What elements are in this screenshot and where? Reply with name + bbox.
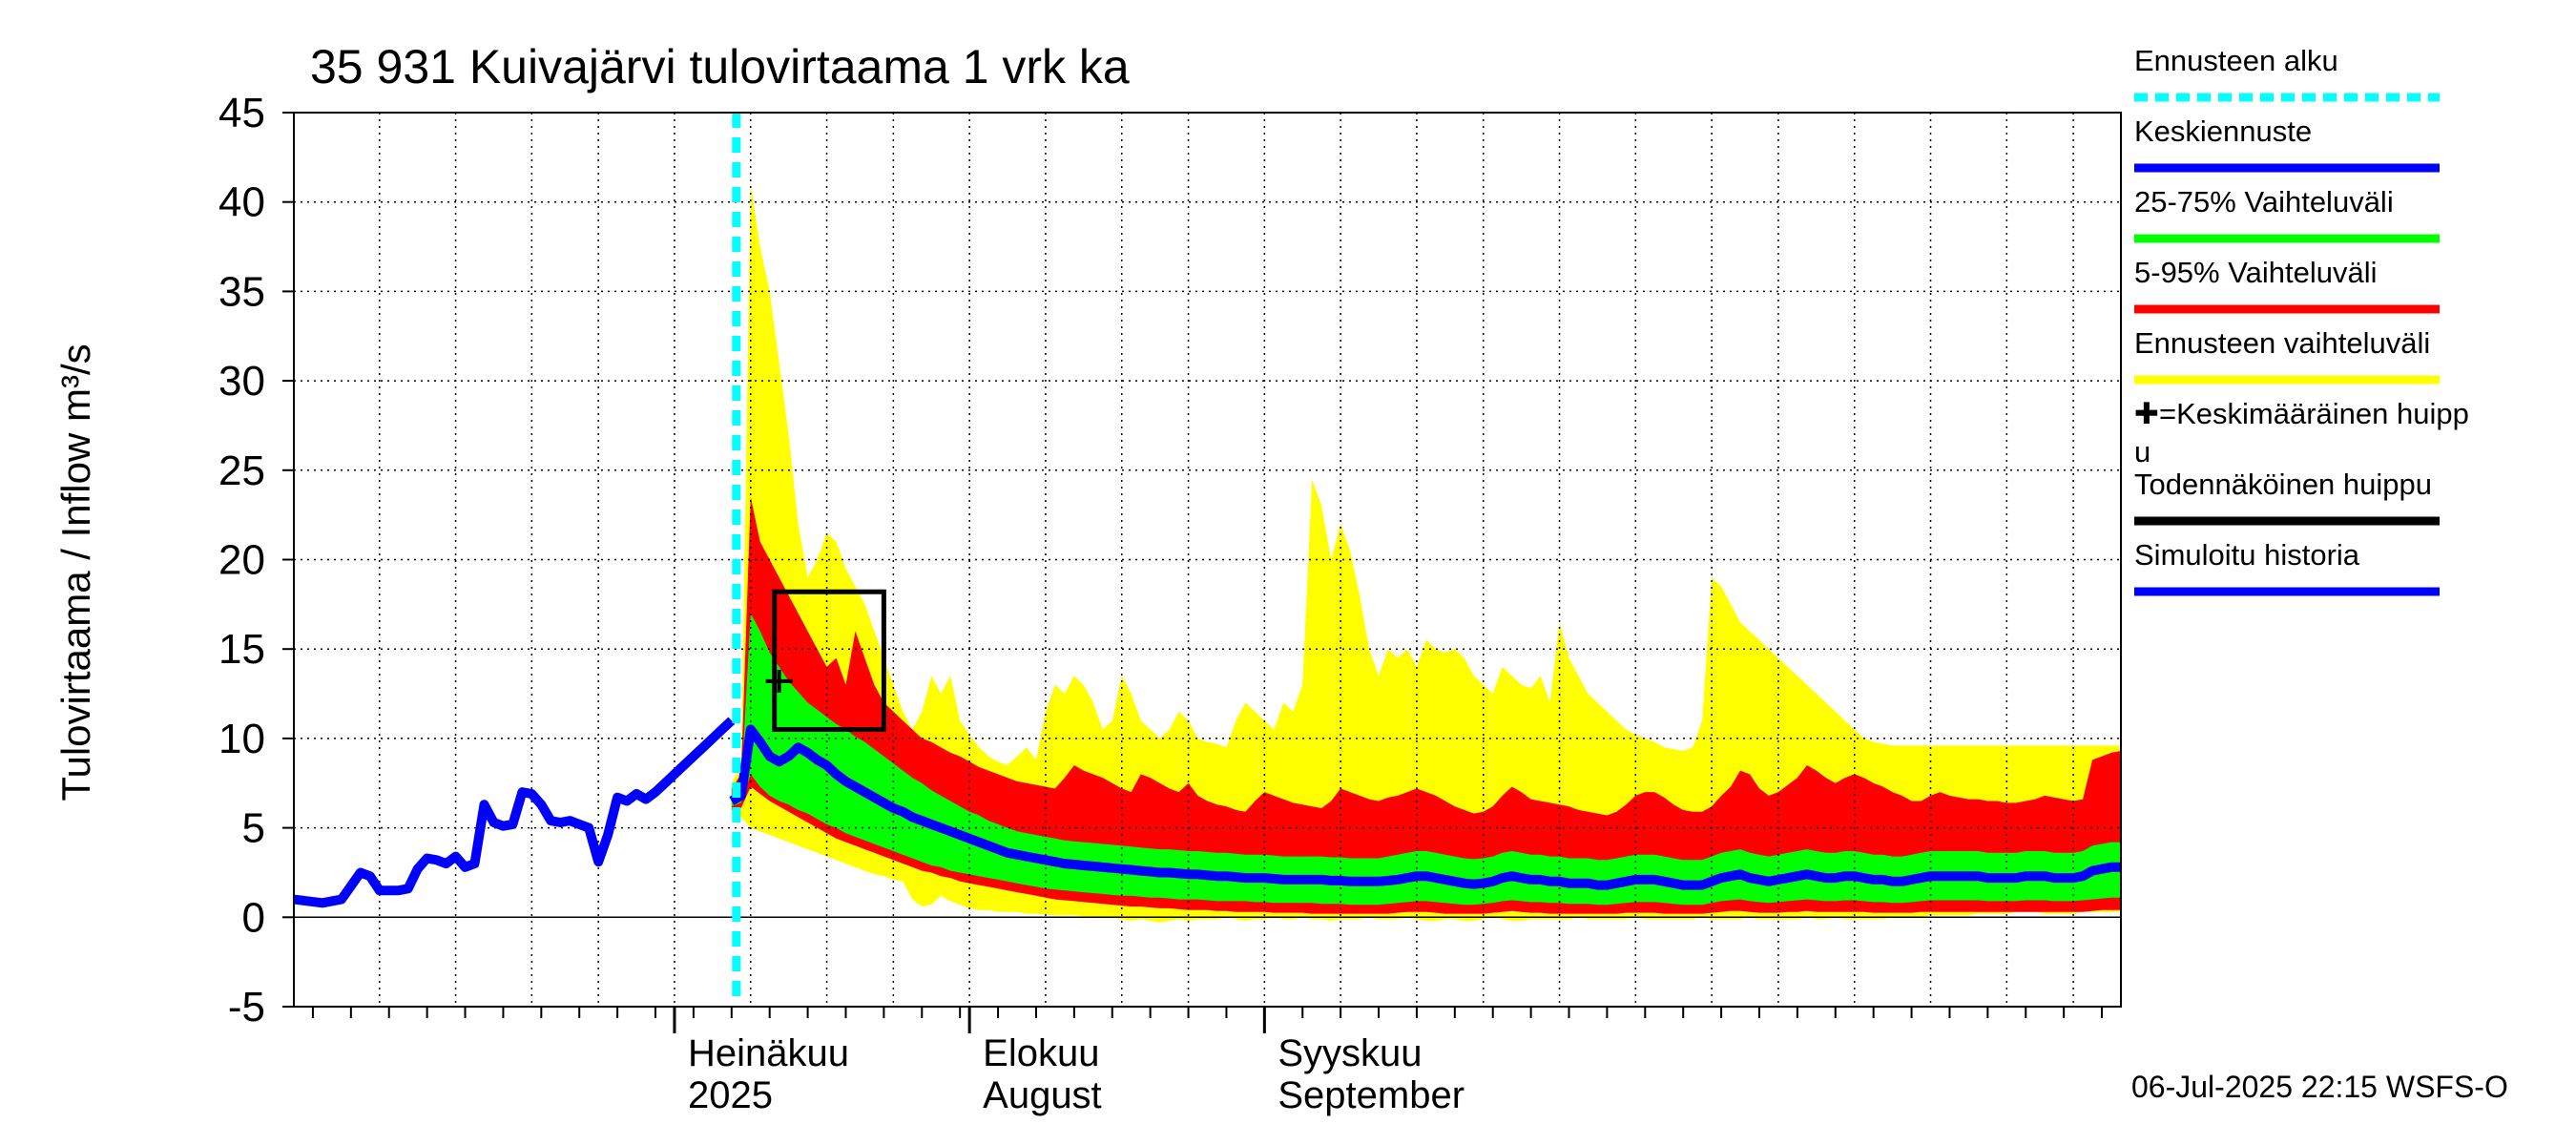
month-label: Syyskuu	[1278, 1032, 1422, 1074]
legend-label: 25-75% Vaihteluväli	[2134, 185, 2394, 219]
legend-label: Ennusteen alku	[2134, 44, 2338, 77]
footer-timestamp: 06-Jul-2025 22:15 WSFS-O	[2131, 1070, 2508, 1104]
band-forecast-range	[731, 184, 2121, 923]
band-5-95	[731, 496, 2121, 914]
y-tick-label: 45	[218, 90, 265, 136]
legend-label: Keskiennuste	[2134, 114, 2312, 148]
chart-title: 35 931 Kuivajärvi tulovirtaama 1 vrk ka	[310, 40, 1130, 94]
median-forecast-line	[729, 724, 2121, 890]
y-tick-label: 25	[218, 448, 265, 494]
legend: Ennusteen alku Keskiennuste 25-75% Vaihtel…	[2134, 44, 2469, 596]
y-tick-label: 15	[218, 626, 265, 673]
history-line	[293, 717, 736, 908]
y-tick-label: 40	[218, 179, 265, 226]
month-label-sub: September	[1278, 1074, 1465, 1116]
y-tick-label: 30	[218, 358, 265, 405]
y-tick-label: 10	[218, 716, 265, 762]
series-lines	[293, 113, 2121, 1007]
grid-lines	[293, 112, 2121, 1008]
month-label-sub: 2025	[688, 1074, 773, 1116]
y-axis-ticks: -5 0 5 10 15 20 25 30 35 40 45	[218, 90, 294, 1030]
legend-label: u	[2134, 435, 2150, 468]
y-tick-label: 5	[242, 805, 265, 852]
y-tick-label: -5	[228, 984, 265, 1030]
y-tick-label: 0	[242, 894, 265, 941]
y-tick-label: 35	[218, 268, 265, 315]
legend-label: Simuloitu historia	[2134, 538, 2360, 572]
legend-label: 5-95% Vaihteluväli	[2134, 256, 2377, 289]
month-label-sub: August	[983, 1074, 1102, 1116]
y-tick-label: 20	[218, 537, 265, 584]
y-axis-title: Tulovirtaama / Inflow m³/s	[53, 344, 98, 801]
month-label: Elokuu	[983, 1032, 1099, 1074]
probable-peak-box	[772, 589, 886, 733]
legend-label: ✚=Keskimääräinen huipp	[2134, 397, 2469, 430]
legend-label: Todennäköinen huippu	[2134, 468, 2432, 501]
legend-label: Ennusteen vaihteluväli	[2134, 326, 2430, 360]
month-label: Heinäkuu	[688, 1032, 849, 1074]
